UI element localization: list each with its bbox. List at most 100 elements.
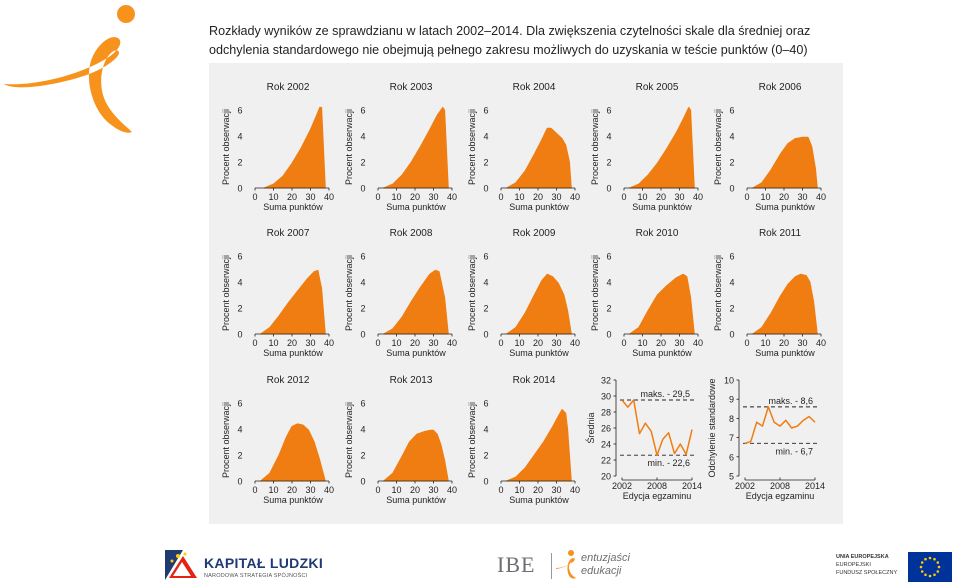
distribution-area <box>629 273 695 335</box>
y-tick-label: 28 <box>601 408 611 418</box>
eu-text-1: UNIA EUROPEJSKA <box>836 554 889 560</box>
y-tick-label: 2 <box>237 158 242 168</box>
kapital-ludzki-emblem-icon <box>165 550 197 580</box>
y-tick-label: 10 <box>724 376 734 386</box>
x-tick-label: 10 <box>514 338 524 348</box>
y-tick-label: 6 <box>237 106 242 116</box>
y-tick-label: 2 <box>237 304 242 314</box>
y-tick-label: 4 <box>237 132 242 142</box>
distribution-chart-9: Rok 2010 Procent obserwacji 0 2 4 6 0 10 20 30 40S… <box>590 228 703 358</box>
x-tick-label: 40 <box>447 338 457 348</box>
x-axis-label: Suma punktów <box>632 202 692 212</box>
y-tick-label: 0 <box>606 184 611 194</box>
x-axis-label: Suma punktów <box>509 348 569 358</box>
x-axis-label: Suma punktów <box>755 202 815 212</box>
y-tick-label: 4 <box>483 278 488 288</box>
max-label: maks. - 8,6 <box>768 396 813 406</box>
y-tick-label: 4 <box>729 278 734 288</box>
x-tick-label: 0 <box>375 485 380 495</box>
x-tick-label: 2008 <box>647 481 667 491</box>
chart-title: Rok 2006 <box>759 82 802 93</box>
y-tick-label: 5 <box>729 472 734 482</box>
distribution-area <box>260 423 326 482</box>
distribution-area <box>260 269 326 335</box>
y-tick-label: 0 <box>483 477 488 487</box>
y-tick-label: 2 <box>483 304 488 314</box>
x-axis-label: Suma punktów <box>509 495 569 505</box>
chart-title: Rok 2011 <box>759 228 802 239</box>
y-tick-label: 0 <box>360 477 365 487</box>
y-axis-label: Procent obserwacji <box>713 109 723 185</box>
y-tick-label: 6 <box>360 399 365 409</box>
y-axis-label: Procent obserwacji <box>344 255 354 331</box>
y-axis-label: Procent obserwacji <box>467 109 477 185</box>
x-tick-label: 30 <box>797 338 807 348</box>
y-tick-label: 6 <box>606 252 611 262</box>
y-tick-label: 4 <box>483 425 488 435</box>
y-tick-label: 2 <box>483 158 488 168</box>
kapital-ludzki-logo: KAPITAŁ LUDZKI NARODOWA STRATEGIA SPÓJNO… <box>163 548 323 582</box>
x-tick-label: 40 <box>324 485 334 495</box>
y-tick-label: 6 <box>729 106 734 116</box>
x-tick-label: 10 <box>760 192 770 202</box>
caption-line-1: Rozkłady wyników ze sprawdzianu w latach… <box>209 24 811 38</box>
x-tick-label: 40 <box>816 192 826 202</box>
distribution-chart-8: Rok 2009 Procent obserwacji 0 2 4 6 0 10 20 30 40S… <box>467 228 580 358</box>
x-tick-label: 30 <box>305 485 315 495</box>
x-tick-label: 0 <box>375 338 380 348</box>
y-tick-label: 26 <box>601 424 611 434</box>
x-tick-label: 20 <box>410 485 420 495</box>
y-axis-label: Średnia <box>585 412 596 443</box>
ibe-separator <box>551 553 552 579</box>
x-tick-label: 0 <box>744 192 749 202</box>
x-tick-label: 10 <box>637 192 647 202</box>
y-axis-label: Procent obserwacji <box>590 109 600 185</box>
ibe-wordmark: IBE <box>497 552 536 577</box>
x-tick-label: 30 <box>428 192 438 202</box>
y-tick-label: 0 <box>237 330 242 340</box>
kapital-ludzki-title: KAPITAŁ LUDZKI <box>204 555 324 571</box>
x-tick-label: 10 <box>514 485 524 495</box>
series-line <box>621 399 693 456</box>
x-tick-label: 30 <box>305 192 315 202</box>
y-axis-label: Procent obserwacji <box>221 255 231 331</box>
y-tick-label: 0 <box>360 184 365 194</box>
distribution-area <box>506 127 572 189</box>
x-tick-label: 0 <box>621 338 626 348</box>
x-tick-label: 0 <box>252 485 257 495</box>
x-tick-label: 0 <box>375 192 380 202</box>
y-tick-label: 2 <box>360 451 365 461</box>
y-tick-label: 8 <box>729 414 734 424</box>
y-tick-label: 0 <box>237 184 242 194</box>
x-axis-label: Suma punktów <box>509 202 569 212</box>
x-tick-label: 0 <box>621 192 626 202</box>
chart-title: Rok 2004 <box>513 82 556 93</box>
chart-title: Rok 2014 <box>513 375 556 386</box>
distribution-chart-1: Rok 2002 Procent obserwacji 0 2 4 6 0 10 20 30 40S… <box>221 82 334 212</box>
y-tick-label: 2 <box>483 451 488 461</box>
distribution-area <box>263 106 326 189</box>
x-tick-label: 20 <box>287 192 297 202</box>
x-tick-label: 30 <box>551 192 561 202</box>
x-tick-label: 40 <box>816 338 826 348</box>
x-tick-label: 10 <box>391 485 401 495</box>
y-tick-label: 2 <box>606 158 611 168</box>
y-axis-label: Procent obserwacji <box>467 255 477 331</box>
distribution-area <box>752 273 818 335</box>
x-tick-label: 0 <box>498 338 503 348</box>
y-tick-label: 6 <box>483 252 488 262</box>
y-tick-label: 4 <box>606 278 611 288</box>
ibe-logo: IBE entuzjaści edukacji <box>497 546 647 584</box>
x-axis-label: Suma punktów <box>386 348 446 358</box>
y-tick-label: 7 <box>729 433 734 443</box>
x-tick-label: 10 <box>391 192 401 202</box>
eu-logo: UNIA EUROPEJSKA EUROPEJSKI FUNDUSZ SPOŁE… <box>836 552 956 582</box>
x-tick-label: 2002 <box>612 481 632 491</box>
x-tick-label: 20 <box>779 338 789 348</box>
y-axis-label: Procent obserwacji <box>713 255 723 331</box>
y-tick-label: 6 <box>729 452 734 462</box>
x-tick-label: 2014 <box>682 481 702 491</box>
y-tick-label: 2 <box>729 158 734 168</box>
distribution-chart-4: Rok 2005 Procent obserwacji 0 2 4 6 0 10 20 30 40S… <box>590 82 703 212</box>
